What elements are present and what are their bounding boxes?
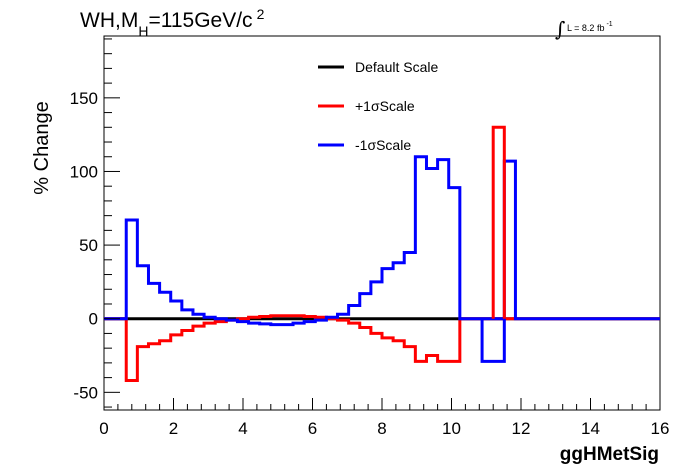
y-tick-label: 100 [70, 162, 98, 181]
x-tick-label: 16 [651, 419, 670, 438]
x-tick-label: 2 [169, 419, 178, 438]
x-axis-title: ggHMetSig [560, 444, 659, 465]
luminosity-label: L = 8.2 fb -1 [567, 21, 613, 33]
integral-sign: ∫ [555, 17, 565, 41]
series-extra-segment [491, 125, 506, 319]
y-tick-label: -50 [73, 383, 98, 402]
luminosity-value: L = 8.2 fb [567, 23, 604, 33]
y-tick-label: 50 [79, 236, 98, 255]
x-tick-label: 8 [377, 419, 386, 438]
x-tick-label: 14 [581, 419, 600, 438]
legend: Default Scale +1σScale -1σScale [318, 59, 438, 153]
luminosity-exponent: -1 [606, 21, 612, 28]
x-tick-label: 4 [238, 419, 247, 438]
series-extra-segment [480, 318, 506, 363]
series-minus-1sigma [104, 155, 660, 327]
title-subscript: H [138, 23, 148, 39]
x-tick-label: 0 [99, 419, 108, 438]
legend-label-minus: -1σScale [355, 137, 411, 153]
legend-label-plus: +1σScale [355, 98, 415, 114]
title-superscript: 2 [257, 6, 265, 22]
x-tick-label: 10 [442, 419, 461, 438]
plot-frame [103, 35, 661, 411]
y-tick-label: 150 [70, 89, 98, 108]
plot-border [103, 35, 661, 411]
x-tick-label: 6 [308, 419, 317, 438]
x-tick-label: 12 [512, 419, 531, 438]
chart-title: WH,MH=115GeV/c 2 [80, 6, 265, 39]
series-plus-1sigma [104, 314, 660, 383]
y-axis-title: % Change [31, 101, 53, 194]
legend-label-default: Default Scale [355, 59, 438, 75]
title-rest: =115GeV/c [148, 9, 252, 32]
series-layer [104, 125, 660, 383]
title-main: WH,M [80, 9, 138, 32]
y-tick-label: 0 [89, 310, 98, 329]
